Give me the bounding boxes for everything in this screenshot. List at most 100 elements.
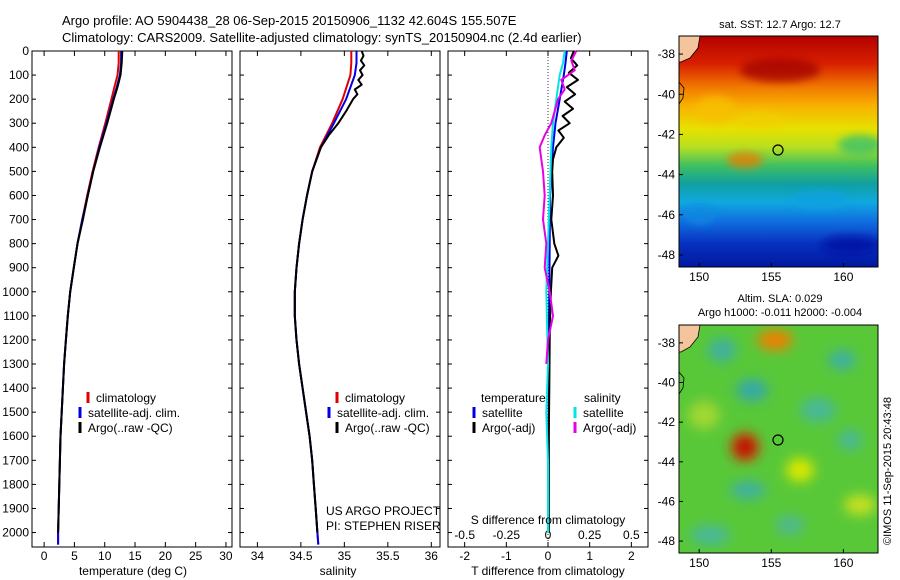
header-line-1: Argo profile: AO 5904438_28 06-Sep-2015 … bbox=[62, 13, 517, 28]
temperature-xlabel: temperature (deg C) bbox=[79, 564, 187, 578]
lon-tick-label: 155 bbox=[761, 270, 781, 284]
sla-map-frame bbox=[678, 324, 879, 554]
depth-tick-label: 1800 bbox=[2, 477, 29, 491]
x-tick-label: 15 bbox=[128, 549, 142, 563]
depth-tick-label: 400 bbox=[9, 140, 29, 154]
x-tick-label: 36 bbox=[425, 549, 439, 563]
credit-imos: ©IMOS 11-Sep-2015 20:43:48 bbox=[882, 397, 894, 545]
legend-title-salinity: salinity bbox=[584, 391, 621, 405]
lat-tick-label: -38 bbox=[658, 336, 676, 350]
lat-tick-label: -40 bbox=[658, 375, 676, 389]
x-tick-label: 2 bbox=[628, 549, 635, 563]
depth-tick-label: 0 bbox=[22, 44, 29, 58]
series-line-satellite-adj-clim bbox=[293, 51, 358, 545]
legend-label-t-sat: satellite bbox=[482, 406, 523, 420]
depth-tick-label: 300 bbox=[9, 116, 29, 130]
sst-map-title: sat. SST: 12.7 Argo: 12.7 bbox=[719, 19, 841, 31]
s-tick-label: 0.5 bbox=[623, 528, 640, 542]
depth-tick-label: 900 bbox=[9, 261, 29, 275]
sla-map bbox=[679, 325, 878, 553]
sst-map-axes: 150 155 160 -38 -40 -42 -44 -46 -48 bbox=[658, 47, 854, 284]
salinity-panel-frame bbox=[239, 50, 441, 548]
lon-tick-label: 160 bbox=[833, 270, 853, 284]
lat-tick-label: -42 bbox=[658, 415, 676, 429]
lat-tick-label: -48 bbox=[658, 534, 676, 548]
depth-tick-label: 1000 bbox=[2, 285, 29, 299]
sst-map-frame bbox=[678, 35, 879, 268]
series-line-satellite-adj-clim bbox=[57, 51, 123, 545]
series-line-argo-raw-qc bbox=[293, 50, 366, 533]
depth-tick-label: 700 bbox=[9, 213, 29, 227]
x-tick-label: 35 bbox=[338, 549, 352, 563]
depth-tick-label: 200 bbox=[9, 92, 29, 106]
depth-tick-label: 1100 bbox=[3, 309, 29, 323]
sst-map bbox=[679, 36, 878, 267]
lat-tick-label: -46 bbox=[658, 208, 676, 222]
legend-label-sat: satellite-adj. clim. bbox=[88, 406, 180, 420]
lat-tick-label: -44 bbox=[658, 168, 676, 182]
lon-tick-label: 155 bbox=[761, 556, 781, 570]
argo-position-marker bbox=[772, 434, 784, 446]
series-line-climatology bbox=[293, 51, 353, 545]
legend-label-t-argo: Argo(-adj) bbox=[482, 421, 535, 435]
lat-tick-label: -44 bbox=[658, 455, 676, 469]
legend-label-s-argo: Argo(-adj) bbox=[583, 421, 636, 435]
depth-tick-label: 1400 bbox=[2, 381, 29, 395]
header-line-2: Climatology: CARS2009. Satellite-adjuste… bbox=[62, 30, 582, 45]
lat-tick-label: -42 bbox=[658, 127, 676, 141]
series-line-climatology bbox=[57, 51, 120, 545]
s-difference-label: S difference from climatology bbox=[471, 513, 626, 527]
depth-tick-label: 600 bbox=[9, 188, 29, 202]
salinity-plot: 34 34.5 35 35.5 36 bbox=[251, 50, 439, 563]
legend-title-temperature: temperature bbox=[481, 391, 546, 405]
land-coast bbox=[679, 36, 701, 63]
legend-label-s-sat: satellite bbox=[583, 406, 624, 420]
series-line-argo-raw-qc bbox=[57, 50, 124, 533]
sla-eddies bbox=[688, 330, 876, 545]
depth-tick-label: 800 bbox=[9, 237, 29, 251]
x-tick-label: 25 bbox=[189, 549, 203, 563]
s-tick-label: -0.5 bbox=[454, 528, 475, 542]
legend-label-argo: Argo(..raw -QC) bbox=[345, 421, 430, 435]
sla-map-title-1: Altim. SLA: 0.029 bbox=[738, 293, 823, 305]
depth-tick-label: 1200 bbox=[2, 333, 29, 347]
coastline bbox=[679, 371, 685, 395]
x-tick-label: 34 bbox=[251, 549, 265, 563]
series-line-s-argo-adj bbox=[538, 50, 578, 365]
s-tick-label: -0.25 bbox=[493, 528, 521, 542]
depth-tick-label: 1900 bbox=[2, 501, 29, 515]
x-tick-label: 0 bbox=[545, 549, 552, 563]
land-coast bbox=[679, 325, 701, 353]
s-tick-label: 0 bbox=[545, 528, 552, 542]
x-tick-label: 34.5 bbox=[289, 549, 313, 563]
t-difference-xlabel: T difference from climatology bbox=[471, 564, 625, 578]
sst-patches bbox=[684, 58, 878, 254]
coastline bbox=[679, 81, 685, 105]
x-tick-label: 10 bbox=[98, 549, 112, 563]
s-tick-label: 0.25 bbox=[578, 528, 602, 542]
x-tick-label: 1 bbox=[586, 549, 593, 563]
depth-axis: 0 100 200 300 400 500 600 700 800 900 1000 1100 1200… bbox=[2, 44, 648, 540]
depth-tick-label: 500 bbox=[9, 164, 29, 178]
lat-tick-label: -46 bbox=[658, 494, 676, 508]
lat-tick-label: -48 bbox=[658, 248, 676, 262]
depth-tick-label: 1700 bbox=[2, 453, 29, 467]
argo-position-marker bbox=[772, 144, 784, 156]
legend-label-clim: climatology bbox=[96, 391, 156, 405]
x-tick-label: 20 bbox=[159, 549, 173, 563]
x-tick-label: -1 bbox=[501, 549, 512, 563]
legend-label-argo: Argo(..raw -QC) bbox=[88, 421, 173, 435]
lat-tick-label: -40 bbox=[658, 87, 676, 101]
difference-plot: -2 -1 0 1 2 -0.5 -0.25 0 0.25 0.5 bbox=[454, 50, 640, 563]
sla-map-title-2: Argo h1000: -0.011 h2000: -0.004 bbox=[698, 307, 862, 319]
x-tick-label: 5 bbox=[71, 549, 78, 563]
depth-tick-label: 100 bbox=[9, 68, 29, 82]
temperature-legend: climatology satellite-adj. clim. Argo(..… bbox=[78, 391, 180, 435]
x-tick-label: -2 bbox=[459, 549, 470, 563]
depth-tick-label: 1600 bbox=[2, 429, 29, 443]
lat-tick-label: -38 bbox=[658, 47, 676, 61]
lon-tick-label: 150 bbox=[689, 556, 709, 570]
temperature-plot: 0 5 10 15 20 25 30 bbox=[41, 50, 233, 563]
sla-map-axes: 150 155 160 -38 -40 -42 -44 -46 -48 bbox=[658, 336, 854, 570]
